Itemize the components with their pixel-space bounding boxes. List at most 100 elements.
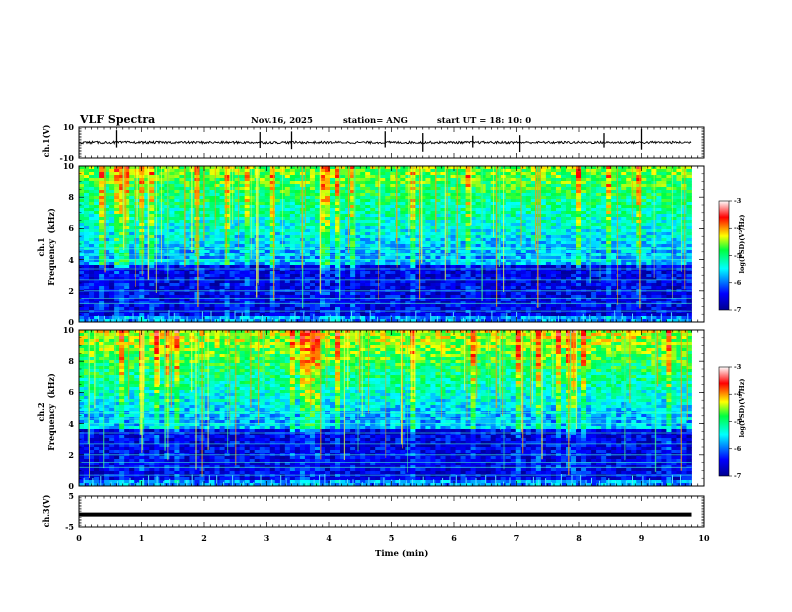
spectrogram-cell [179, 199, 185, 203]
spectrogram-cell [325, 268, 331, 272]
spectrogram-cell [254, 271, 261, 275]
spectrogram-cell [480, 241, 487, 245]
spectrogram-cell [109, 172, 115, 176]
spectrogram-cell [114, 274, 120, 278]
spectrogram-cell [224, 211, 231, 215]
spectrogram-cell [179, 190, 185, 194]
spectrogram-cell [154, 232, 160, 236]
spectrogram-cell [335, 259, 341, 263]
spectrogram-cell [124, 286, 130, 290]
spectrogram-cell [325, 259, 331, 263]
spectrogram-cell [325, 220, 331, 224]
spectrogram-cell [375, 232, 381, 236]
spectrogram-cell [249, 304, 256, 308]
spectrogram-cell [345, 244, 351, 248]
spectrogram-cell [520, 295, 527, 299]
spectrogram-cell [284, 235, 291, 239]
spectrogram-cell [134, 304, 140, 308]
spectrogram-cell [420, 241, 426, 245]
spectrogram-cell [249, 214, 256, 218]
spectrogram-cell [510, 265, 517, 269]
spectrogram-cell [114, 295, 120, 299]
spectrogram-cell [510, 295, 517, 299]
spectrogram-cell [114, 181, 120, 185]
spectrogram-cell [274, 217, 281, 221]
spectrogram-cell [269, 265, 276, 269]
spectrogram-cell [480, 319, 487, 323]
spectrogram-cell [435, 307, 441, 311]
spectrogram-cell [530, 199, 537, 203]
spectrogram-cell [395, 268, 401, 272]
spectrogram-cell [274, 316, 281, 320]
spectrogram-cell [174, 265, 180, 269]
spectrogram-cell [139, 304, 145, 308]
spectrogram-cell [239, 277, 246, 281]
spectrogram-cell [94, 214, 100, 218]
spectrogram-cell [520, 298, 527, 302]
spectrogram-cell [124, 193, 130, 197]
spectrogram-cell [495, 241, 502, 245]
spectrogram-cell [485, 295, 492, 299]
spectrogram-cell [314, 205, 321, 209]
spectrogram-cell [189, 256, 195, 260]
spectrogram-cell [420, 181, 426, 185]
spectrogram-cell [99, 307, 105, 311]
spectrogram-cell [365, 178, 371, 182]
spectrogram-cell [525, 235, 532, 239]
spectrogram-cell [425, 229, 431, 233]
spectrogram-cell [149, 256, 155, 260]
spectrogram-cell [360, 217, 366, 221]
spectrogram-cell [465, 181, 471, 185]
spectrogram-cell [104, 220, 110, 224]
spectrogram-cell [515, 190, 522, 194]
spectrogram-cell [84, 196, 90, 200]
spectrogram-cell [380, 277, 386, 281]
spectrogram-cell [380, 307, 386, 311]
spectrogram-cell [560, 166, 567, 170]
spectrogram-cell [269, 178, 276, 182]
spectrogram-cell [99, 259, 105, 263]
spectrogram-cell [405, 232, 411, 236]
spectrogram-cell [490, 310, 497, 314]
spectrogram-cell [350, 256, 356, 260]
spectrogram-cell [79, 232, 85, 236]
spectrogram-cell [124, 283, 130, 287]
spectrogram-cell [234, 175, 241, 179]
spectrogram-cell [169, 277, 175, 281]
spectrogram-cell [435, 229, 441, 233]
spectrogram-cell [94, 298, 100, 302]
spectrogram-cell [219, 169, 225, 173]
spectrogram-cell [249, 196, 256, 200]
spectrogram-cell [405, 193, 411, 197]
spectrogram-cell [330, 244, 336, 248]
spectrogram-cell [234, 217, 241, 221]
spectrogram-cell [525, 250, 532, 254]
spectrogram-cell [259, 241, 266, 245]
spectrogram-cell [154, 295, 160, 299]
spectrogram-cell [380, 235, 386, 239]
spectrogram-cell [420, 280, 426, 284]
spectrogram-cell [209, 292, 215, 296]
spectrogram-cell [350, 208, 356, 212]
spectrogram-cell [415, 268, 421, 272]
spectrogram-cell [390, 286, 396, 290]
spectrogram-cell [370, 256, 376, 260]
spectrogram-cell [385, 301, 391, 305]
spectrogram-cell [294, 295, 301, 299]
spectrogram-cell [159, 199, 165, 203]
spectrogram-cell [510, 280, 517, 284]
spectrogram-cell [460, 268, 466, 272]
spectrogram-cell [94, 265, 100, 269]
spectrogram-cell [169, 241, 175, 245]
spectrogram-cell [314, 316, 321, 320]
spectrogram-cell [475, 166, 482, 170]
spectrogram-cell [335, 220, 341, 224]
spectrogram-cell [540, 271, 547, 275]
spectrogram-cell [179, 271, 185, 275]
spectrogram-cell [485, 268, 492, 272]
spectrogram-cell [169, 217, 175, 221]
spectrogram-cell [330, 310, 336, 314]
spectrogram-cell [239, 283, 246, 287]
spectrogram-cell [545, 211, 552, 215]
spectrogram-cell [515, 208, 522, 212]
